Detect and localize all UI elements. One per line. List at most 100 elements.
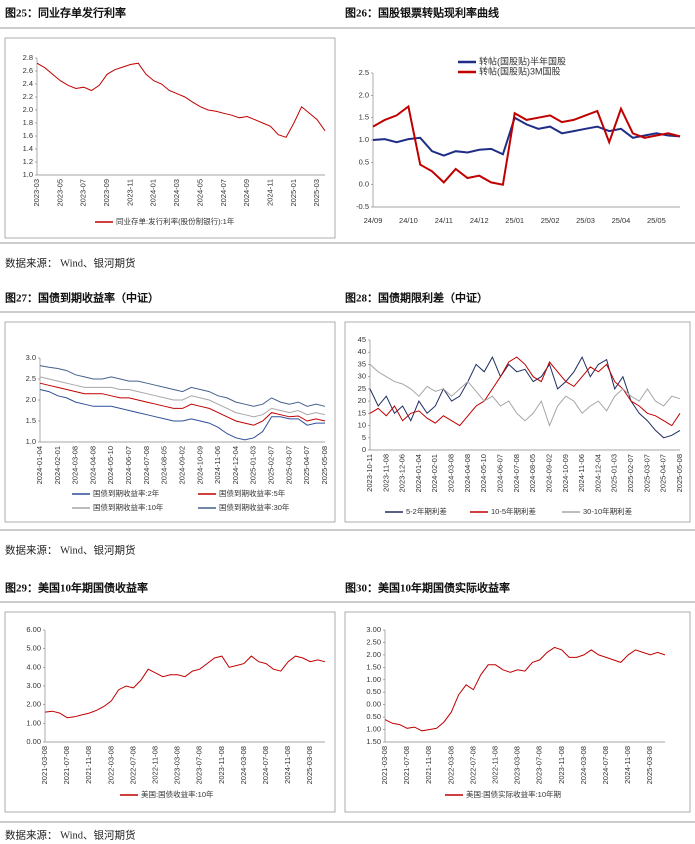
x-tick-label: 2024-09 [242,179,251,207]
y-tick-label: 1.00 [366,675,381,684]
legend-label: 国债到期收益率:2年 [93,488,160,498]
series-line [39,389,325,441]
y-tick-label: 2.00 [26,700,41,709]
x-tick-label: 2024-05 [195,179,204,207]
x-tick-label: 2021-11-08 [84,746,93,784]
x-tick-label: 2024-05-10 [479,454,488,492]
y-tick-label: 30 [358,372,366,381]
legend-label: 5-2年期利差 [406,506,447,516]
x-tick-label: 2025-03-08 [645,746,654,784]
y-tick-label: 0.00 [366,700,381,709]
y-tick-label: 2.00 [366,650,381,659]
x-tick-label: 2024-03-08 [239,746,248,784]
figure-caption: 图28：国债期限利差（中证） [345,291,488,305]
x-tick-label: 2025-03-07 [284,446,293,484]
figure-caption: 图29：美国10年期国债收益率 [5,581,148,595]
figure-caption: 图27：国债到期收益率（中证） [5,291,159,305]
y-tick-label: 3.00 [26,681,41,690]
legend-label: 10-5年期利差 [491,506,537,516]
x-tick-label: 2025-01 [289,179,298,207]
x-tick-label: 2021-03-08 [380,746,389,784]
chart-frame [4,321,336,523]
series-line [39,376,326,418]
series-line [369,355,681,439]
legend-label: 美国:国债实际收益率:10年期 [466,789,561,799]
y-tick-label: -0.5 [356,202,369,211]
legend-label: 国债到期收益率:30年 [219,502,290,512]
x-tick-label: 24/10 [399,216,418,225]
x-tick-label: 2021-11-08 [424,746,433,784]
legend-label: 同业存单:发行利率(股份制银行):1年 [116,216,235,226]
x-tick-label: 2024-05-10 [106,446,115,484]
x-tick-label: 2023-03-08 [173,746,182,784]
x-tick-label: 2025-02-07 [267,446,276,484]
x-tick-label: 2025-01-03 [249,446,258,484]
legend-label: 30-10年期利差 [583,506,633,516]
x-tick-label: 2024-07-08 [142,446,151,484]
y-tick-label: 1.6 [23,131,33,140]
x-tick-label: 2024-04-08 [463,454,472,492]
x-tick-label: 24/09 [364,216,383,225]
y-tick-label: 0 [362,445,366,454]
y-tick-label: 3.00 [366,625,381,634]
y-tick-label: 2.4 [23,79,33,88]
y-tick-label: 10 [358,421,366,430]
figure-caption: 图25：同业存单发行利率 [5,6,126,20]
x-tick-label: 2025-01-03 [610,454,619,492]
x-tick-label: 2024-09-02 [544,454,553,492]
x-tick-label: 24/12 [470,216,489,225]
legend-label: 美国:国债收益率:10年 [141,789,214,799]
x-tick-label: 2024-03-08 [579,746,588,784]
y-tick-label: 20 [358,396,366,405]
series-line [369,356,681,427]
legend-label: 转帖(国股贴)3M国股 [479,65,561,76]
x-tick-label: 2023-03 [32,179,41,207]
y-tick-label: 1.50 [366,737,381,746]
y-tick-label: 1.00 [26,718,41,727]
x-tick-label: 2023-05 [55,179,64,207]
x-tick-label: 2023-09 [102,179,111,207]
x-tick-label: 25/03 [576,216,595,225]
x-tick-label: 2024-07 [219,179,228,207]
x-tick-label: 2023-07-08 [535,746,544,784]
y-tick-label: 2.2 [23,92,33,101]
x-tick-label: 2023-03-08 [513,746,522,784]
x-tick-label: 2025-02-07 [626,454,635,492]
y-tick-label: 35 [358,359,366,368]
x-tick-label: 2025-04-07 [659,454,668,492]
x-tick-label: 2023-11-08 [381,454,390,492]
x-tick-label: 2024-03 [172,179,181,207]
x-tick-label: 2024-02-01 [430,454,439,492]
chart-frame [4,611,336,813]
figure-caption: 图26：国股银票转贴现利率曲线 [345,6,499,20]
x-tick-label: 2022-11-08 [151,746,160,784]
x-tick-label: 2024-12-04 [231,446,240,484]
x-tick-label: 2024-07-08 [512,454,521,492]
y-tick-label: 2.50 [366,637,381,646]
series-line [39,365,326,407]
figure-caption: 图30：美国10年期国债实际收益率 [345,581,510,595]
x-tick-label: 2023-12-06 [398,454,407,492]
y-tick-label: 1.5 [359,113,369,122]
x-tick-label: 2024-11-08 [283,746,292,784]
x-tick-label: 2024-06-07 [496,454,505,492]
x-tick-label: 2024-06-07 [124,446,133,484]
source-note: 数据来源： Wind、银河期货 [5,543,136,556]
x-tick-label: 2025-03-07 [642,454,651,492]
x-tick-label: 25/04 [612,216,631,225]
y-tick-label: 6.00 [26,625,41,634]
x-tick-label: 2022-11-08 [491,746,500,784]
x-tick-label: 2021-07-08 [62,746,71,784]
y-tick-label: 40 [358,347,366,356]
x-tick-label: 2023-11-08 [557,746,566,784]
y-tick-label: 2.0 [23,105,33,114]
x-tick-label: 24/11 [435,216,453,225]
x-tick-label: 2021-07-08 [402,746,411,784]
x-tick-label: 2024-10-09 [561,454,570,492]
source-note: 数据来源： Wind、银河期货 [5,256,136,269]
x-tick-label: 2025-05-08 [320,446,329,484]
y-tick-label: 2.5 [359,68,369,77]
y-tick-label: 45 [358,335,366,344]
x-tick-label: 2024-04-08 [88,446,97,484]
